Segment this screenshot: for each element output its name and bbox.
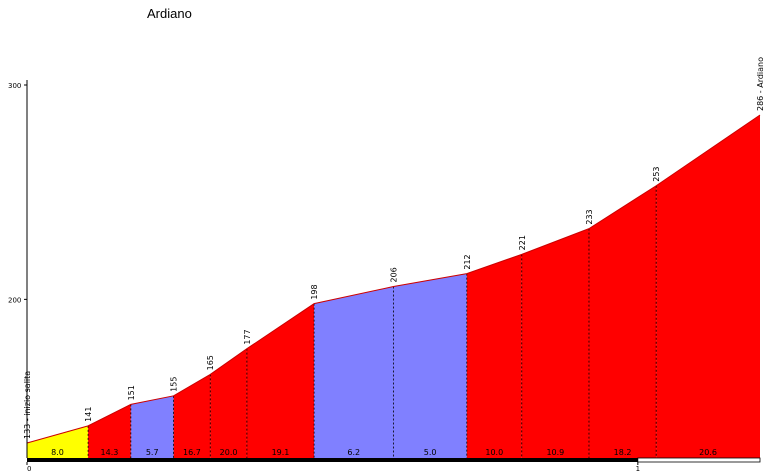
segment-fill-4: [173, 374, 211, 458]
segment-gradient-label: 19.1: [272, 448, 290, 457]
elevation-label: 206: [390, 267, 399, 282]
y-tick-label: 300: [8, 82, 21, 90]
elevation-label: 151: [127, 385, 136, 400]
x-tick-label: 0: [27, 465, 31, 473]
chart-title: Ardiano: [147, 6, 192, 21]
segment-fill-5: [210, 348, 247, 458]
elevation-label: 233: [585, 209, 594, 224]
segment-gradient-label: 5.0: [424, 448, 437, 457]
segment-gradient-label: 14.3: [101, 448, 119, 457]
elevation-label: 198: [310, 284, 319, 299]
segment-gradient-label: 10.9: [546, 448, 564, 457]
x-axis-bar-empty: [637, 457, 761, 463]
segment-gradient-label: 8.0: [51, 448, 64, 457]
x-axis-bar-filled: [27, 458, 638, 462]
elevation-label: 141: [84, 407, 93, 422]
segment-fill-3: [130, 395, 174, 458]
elevation-label: 177: [243, 329, 252, 344]
segment-gradient-label: 18.2: [614, 448, 632, 457]
segment-gradient-label: 20.6: [699, 448, 717, 457]
segment-gradient-label: 10.0: [485, 448, 503, 457]
elevation-label: 221: [518, 235, 527, 250]
elevation-label: 253: [652, 166, 661, 181]
elevation-label: 212: [463, 254, 472, 269]
elevation-label: 133 - inizio salita: [23, 371, 32, 439]
segment-fill-12: [656, 115, 760, 458]
segment-gradient-label: 5.7: [146, 448, 159, 457]
profile-line: [26, 114, 761, 444]
elevation-label: 165: [206, 355, 215, 370]
segment-fill-8: [393, 273, 467, 458]
segment-fill-7: [314, 286, 394, 458]
elevation-label: 286 - Ardiano: [756, 57, 765, 111]
y-tick-label: 200: [8, 296, 21, 304]
segment-gradient-label: 16.7: [183, 448, 201, 457]
segment-fill-10: [521, 228, 589, 458]
segment-fill-2: [88, 404, 131, 458]
elevation-label: 155: [170, 377, 179, 392]
segment-fill-1: [27, 425, 89, 458]
segment-fill-9: [466, 254, 522, 458]
segment-gradient-label: 6.2: [347, 448, 360, 457]
segment-fill-6: [246, 303, 315, 458]
segment-fill-11: [588, 185, 657, 458]
segment-gradient-label: 20.0: [220, 448, 238, 457]
x-tick-label: 1: [636, 465, 640, 473]
